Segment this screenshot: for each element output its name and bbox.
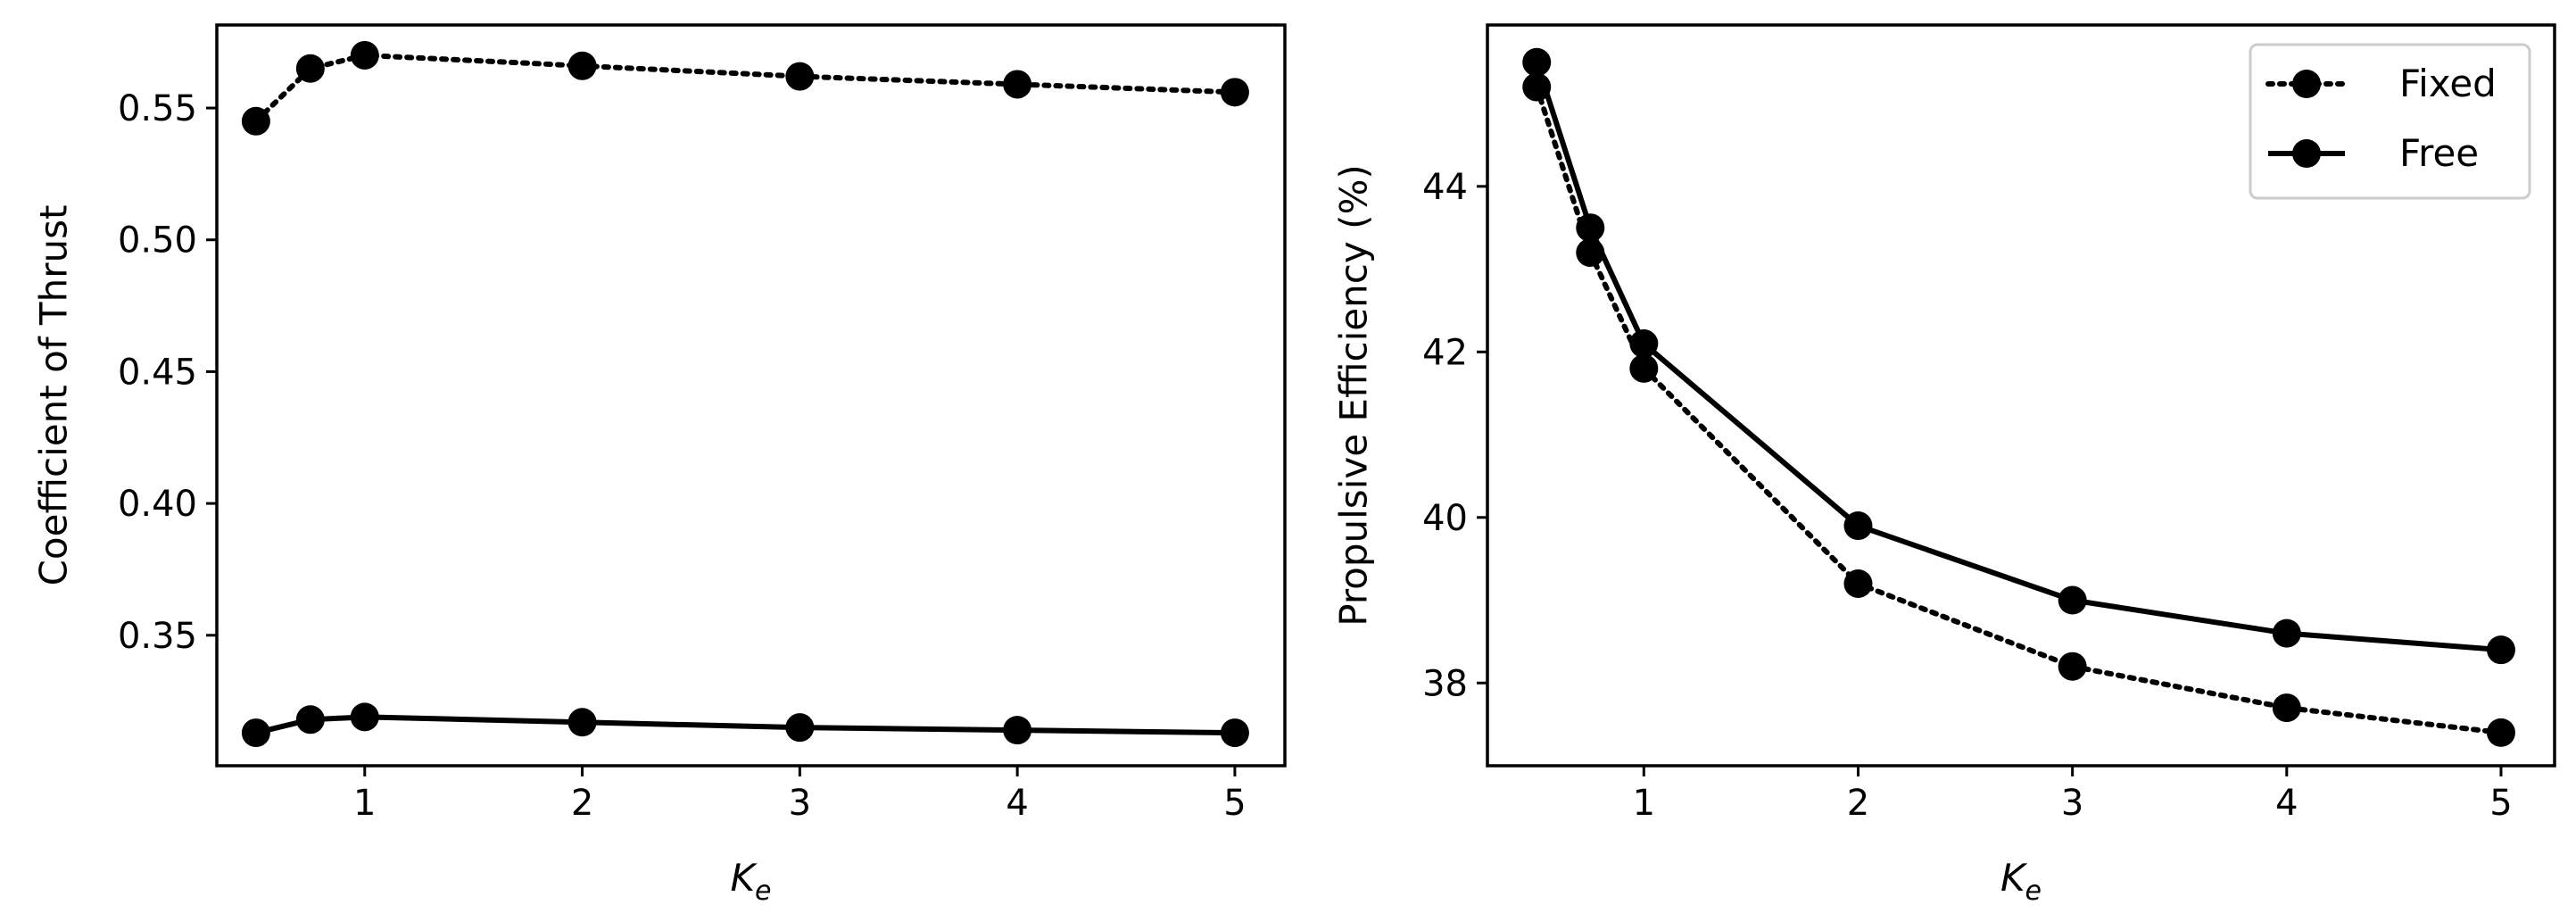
- thrust-y-tick-label: 0.55: [118, 88, 197, 129]
- efficiency-series-fixed-point: [1843, 569, 1873, 598]
- efficiency-series-free-point: [1576, 213, 1605, 243]
- thrust-chart-ticks: 1 2 3 4 5 0.35 0.40 0.45 0.50 0.55: [118, 88, 1247, 824]
- efficiency-chart-x-axis-label-sub: e: [2025, 876, 2042, 907]
- legend-fixed-marker: [2292, 70, 2321, 98]
- efficiency-y-tick-label: 44: [1422, 167, 1468, 208]
- thrust-series-fixed-point: [567, 51, 597, 80]
- efficiency-chart-x-axis-label-main: K: [2000, 856, 2028, 900]
- efficiency-x-tick-label: 4: [2275, 783, 2298, 824]
- thrust-chart-marks: [241, 40, 1249, 748]
- thrust-chart-x-axis-label-main: K: [730, 856, 758, 900]
- efficiency-series-fixed-point: [2272, 693, 2301, 723]
- thrust-coefficient-chart: 1 2 3 4 5 0.35 0.40 0.45 0.50 0.55 Coefficient of…: [32, 23, 1287, 907]
- efficiency-series-fixed-point: [1629, 353, 1659, 383]
- thrust-x-tick-label: 1: [353, 783, 376, 824]
- efficiency-chart-marks: [1522, 47, 2515, 747]
- efficiency-chart-x-axis-label: Ke: [2000, 856, 2042, 907]
- thrust-chart-y-axis-label: Coefficient of Thrust: [32, 205, 76, 586]
- efficiency-y-tick-label: 40: [1422, 498, 1468, 539]
- legend: Fixed Free: [2249, 43, 2531, 200]
- efficiency-x-tick-label: 2: [1847, 783, 1869, 824]
- thrust-series-fixed-point: [241, 106, 270, 136]
- thrust-series-free-point: [350, 702, 379, 732]
- thrust-series-fixed-point: [295, 54, 325, 83]
- thrust-series-fixed-point: [1220, 78, 1249, 107]
- thrust-series-fixed-point: [1003, 70, 1032, 99]
- efficiency-series-free-point: [1522, 47, 1552, 77]
- thrust-series-free-point: [1003, 716, 1032, 745]
- efficiency-series-free-point: [2486, 635, 2515, 665]
- thrust-chart-x-axis-label-sub: e: [755, 876, 771, 907]
- thrust-x-tick-label: 4: [1006, 783, 1028, 824]
- thrust-x-tick-label: 2: [571, 783, 593, 824]
- thrust-series-free-point: [241, 718, 270, 748]
- thrust-series-fixed-point: [350, 40, 379, 70]
- legend-free-marker: [2292, 139, 2321, 168]
- efficiency-x-tick-label: 1: [1633, 783, 1655, 824]
- thrust-y-tick-label: 0.50: [118, 220, 197, 261]
- efficiency-chart-frame: [1486, 23, 2556, 768]
- efficiency-y-tick-label: 42: [1422, 332, 1468, 373]
- thrust-chart-x-axis-label: Ke: [730, 856, 771, 907]
- efficiency-series-fixed-point: [2058, 652, 2087, 681]
- efficiency-x-tick-label: 3: [2061, 783, 2083, 824]
- thrust-x-tick-label: 5: [1223, 783, 1246, 824]
- efficiency-series-free-point: [1843, 511, 1873, 541]
- legend-free-label: Free: [2399, 131, 2479, 175]
- thrust-series-free-point: [785, 713, 815, 743]
- thrust-x-tick-label: 3: [789, 783, 811, 824]
- thrust-series-free-point: [295, 705, 325, 735]
- thrust-y-tick-label: 0.40: [118, 484, 197, 525]
- thrust-series-free-point: [1220, 718, 1249, 748]
- efficiency-chart-ticks: 1 2 3 4 5 38 40 42 44: [1422, 167, 2513, 824]
- efficiency-x-tick-label: 5: [2489, 783, 2512, 824]
- efficiency-series-free-point: [1629, 329, 1659, 359]
- thrust-y-tick-label: 0.35: [118, 616, 197, 657]
- efficiency-series-free-point: [2272, 618, 2301, 648]
- efficiency-y-tick-label: 38: [1422, 663, 1468, 704]
- thrust-series-fixed-point: [785, 62, 815, 91]
- thrust-y-tick-label: 0.45: [118, 352, 197, 393]
- thrust-series-free-point: [567, 708, 597, 737]
- efficiency-series-free-point: [2058, 585, 2087, 615]
- efficiency-chart-y-axis-label: Propulsive Efficiency (%): [1332, 164, 1376, 627]
- efficiency-series-fixed-point: [2486, 718, 2515, 747]
- legend-fixed-label: Fixed: [2399, 62, 2497, 105]
- thrust-chart-frame: [215, 23, 1287, 768]
